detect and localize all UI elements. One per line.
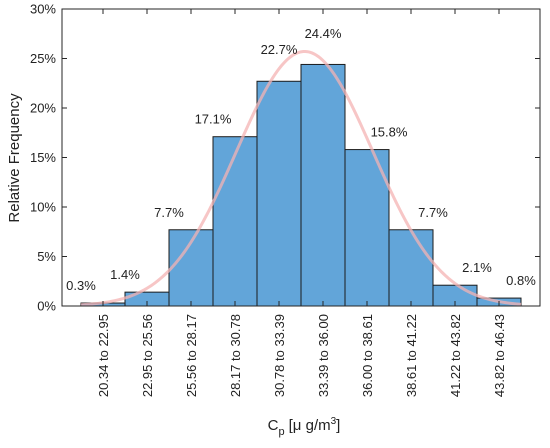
x-tick-label-4: 28.17 to 30.78: [228, 314, 243, 397]
data-labels: 0.3% 1.4% 7.7% 17.1% 22.7% 24.4% 15.8% 7.7% 2.1%…: [66, 26, 536, 293]
y-tick-label-2: 10%: [30, 200, 56, 215]
x-tick-label-10: 43.82 to 46.43: [492, 314, 507, 397]
x-tick-label-2: 22.95 to 25.56: [140, 314, 155, 397]
x-tick-label-3: 25.56 to 28.17: [184, 314, 199, 397]
x-axis-label-subscript: p: [279, 426, 285, 438]
x-axis-label-main: C: [268, 417, 279, 434]
y-tick-label-3: 15%: [30, 150, 56, 165]
x-tick-label-5: 30.78 to 33.39: [272, 314, 287, 397]
data-label-6: 24.4%: [305, 26, 342, 41]
y-axis-ticks: 0% 5% 10% 15% 20% 25% 30%: [30, 2, 540, 314]
y-tick-label-0: 0%: [37, 299, 56, 314]
bar-4: [212, 136, 258, 307]
y-tick-label-1: 5%: [37, 249, 56, 264]
bars-layer: [80, 63, 522, 307]
y-tick-label-5: 25%: [30, 51, 56, 66]
bar-5: [256, 80, 302, 307]
bar-6: [300, 63, 346, 307]
x-axis-label-superscript: 3: [331, 416, 337, 427]
x-tick-label-9: 41.22 to 43.82: [448, 314, 463, 397]
data-label-2: 1.4%: [110, 267, 140, 282]
data-label-9: 2.1%: [462, 260, 492, 275]
bar-8: [388, 229, 434, 307]
data-label-10: 0.8%: [506, 273, 536, 288]
bar-7: [344, 149, 390, 307]
y-tick-label-4: 20%: [30, 101, 56, 116]
x-tick-label-8: 38.61 to 41.22: [404, 314, 419, 397]
x-axis-label-close: ]: [336, 417, 340, 434]
x-axis-label-units: [μ g/m: [289, 417, 331, 434]
x-axis-ticks: 20.34 to 22.95 22.95 to 25.56 25.56 to 28.…: [96, 9, 507, 397]
x-tick-label-6: 33.39 to 36.00: [316, 314, 331, 397]
x-tick-label-7: 36.00 to 38.61: [360, 314, 375, 397]
data-label-4: 17.1%: [195, 112, 232, 127]
data-label-8: 7.7%: [418, 205, 448, 220]
data-label-5: 22.7%: [261, 42, 298, 57]
data-label-3: 7.7%: [154, 205, 184, 220]
data-label-7: 15.8%: [371, 125, 408, 140]
data-label-1: 0.3%: [66, 278, 96, 293]
y-tick-label-6: 30%: [30, 2, 56, 17]
x-tick-label-1: 20.34 to 22.95: [96, 314, 111, 397]
y-axis-label: Relative Frequency: [6, 93, 23, 223]
normal-fit-curve: [80, 49, 522, 307]
x-axis-label: Cp [μ g/m3]: [268, 416, 341, 438]
